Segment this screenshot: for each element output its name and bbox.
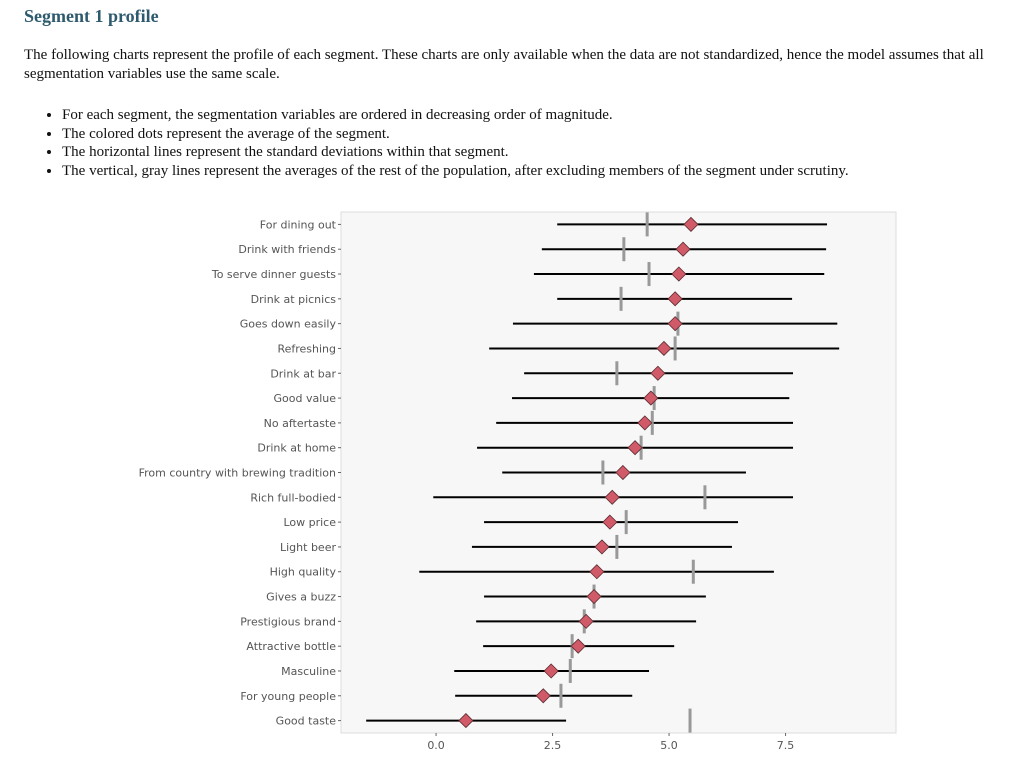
segment-mean-marker <box>535 688 551 704</box>
bullet-item: The vertical, gray lines represent the a… <box>62 162 1002 181</box>
y-tick-label: No aftertaste <box>264 417 337 430</box>
y-tick-label: Good taste <box>276 715 337 728</box>
y-tick-label: Rich full-bodied <box>250 491 336 504</box>
x-tick-label: 2.5 <box>544 739 562 752</box>
y-tick-label: Drink at home <box>257 442 336 455</box>
y-tick-label: Goes down easily <box>240 318 337 331</box>
x-tick-label: 0.0 <box>427 739 445 752</box>
segment-mean-marker <box>671 266 687 282</box>
bullet-item: For each segment, the segmentation varia… <box>62 106 1002 125</box>
bullet-item: The horizontal lines represent the stand… <box>62 143 1002 162</box>
segment-mean-marker <box>578 613 594 629</box>
intro-text: The following charts represent the profi… <box>24 47 984 82</box>
segment-mean-marker <box>683 216 699 232</box>
y-tick-label: Prestigious brand <box>240 615 336 628</box>
y-tick-label: Drink at picnics <box>251 293 337 306</box>
y-tick-label: Low price <box>283 516 336 529</box>
y-tick-label: Attractive bottle <box>246 640 336 653</box>
segment-mean-marker <box>667 291 683 307</box>
y-tick-label: To serve dinner guests <box>211 268 336 281</box>
y-tick-label: Light beer <box>280 541 336 554</box>
segment-mean-marker <box>627 440 643 456</box>
y-tick-label: For young people <box>240 690 336 703</box>
y-tick-label: Drink with friends <box>238 243 336 256</box>
y-tick-label: Drink at bar <box>270 367 336 380</box>
segment-mean-marker <box>604 489 620 505</box>
segment-mean-marker <box>656 340 672 357</box>
y-tick-label: For dining out <box>260 218 337 231</box>
segment-mean-marker <box>543 663 559 679</box>
segment-mean-marker <box>458 713 474 729</box>
segment-mean-marker <box>667 316 683 332</box>
y-tick-label: From country with brewing tradition <box>139 467 336 480</box>
segment-mean-marker <box>615 464 631 481</box>
segment-mean-marker <box>594 539 610 555</box>
x-tick-label: 5.0 <box>660 739 678 752</box>
y-tick-label: Refreshing <box>277 342 336 355</box>
segment-mean-marker <box>675 241 691 257</box>
segment-mean-marker <box>586 588 602 605</box>
x-tick-label: 7.5 <box>777 739 795 752</box>
segment-mean-marker <box>650 365 666 381</box>
segment-mean-marker <box>643 390 659 406</box>
bullet-item: The colored dots represent the average o… <box>62 125 1002 144</box>
segment-mean-marker <box>602 514 618 530</box>
segment-mean-marker <box>570 638 586 654</box>
bullet-list: For each segment, the segmentation varia… <box>24 106 1002 180</box>
y-tick-label: Masculine <box>281 665 336 678</box>
segment-mean-marker <box>589 564 605 580</box>
y-tick-label: High quality <box>270 566 337 579</box>
section-title: Segment 1 profile <box>24 6 159 26</box>
y-tick-label: Good value <box>273 392 336 405</box>
y-tick-label: Gives a buzz <box>266 591 336 604</box>
segment-mean-marker <box>637 415 653 431</box>
